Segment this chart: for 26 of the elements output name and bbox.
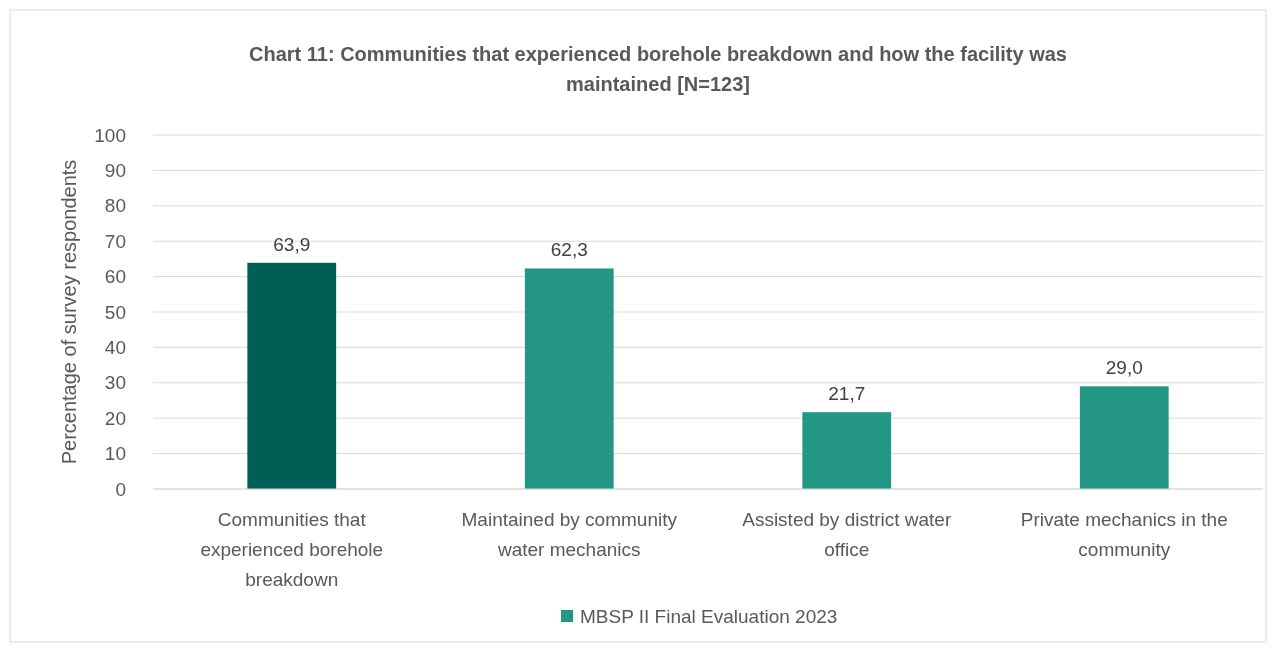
y-tick-label: 40 (104, 337, 126, 359)
y-tick-label: 0 (115, 478, 126, 500)
x-tick-label: Communities that experienced borehole breakdown (200, 509, 384, 590)
data-label: 62,3 (550, 239, 588, 261)
bar (1079, 386, 1169, 489)
y-tick-label: 90 (104, 160, 126, 182)
legend-label: MBSP II Final Evaluation 2023 (580, 605, 838, 627)
bar (524, 268, 614, 489)
bar (247, 262, 337, 489)
y-tick-label: 100 (94, 124, 126, 146)
y-tick-label: 10 (104, 443, 126, 465)
chart-title: Chart 11: Communities that experienced borehole breakdown and how the facility was maintained [N=123] (249, 43, 1067, 95)
data-label: 63,9 (273, 233, 311, 255)
bar (802, 412, 892, 489)
y-tick-label: 20 (104, 407, 126, 429)
y-tick-label: 50 (104, 301, 126, 323)
y-tick-label: 30 (104, 372, 126, 394)
data-label: 29,0 (1105, 357, 1143, 379)
y-tick-label: 60 (104, 266, 126, 288)
y-axis-title: Percentage of survey respondents (58, 159, 80, 465)
data-label: 21,7 (828, 383, 866, 405)
x-tick-label: Private mechanics in the community (1020, 509, 1228, 560)
x-tick-label: Assisted by district water office (742, 509, 952, 560)
x-tick-label: Maintained by community water mechanics (461, 509, 678, 560)
y-tick-label: 70 (104, 230, 126, 252)
y-tick-label: 80 (104, 195, 126, 217)
